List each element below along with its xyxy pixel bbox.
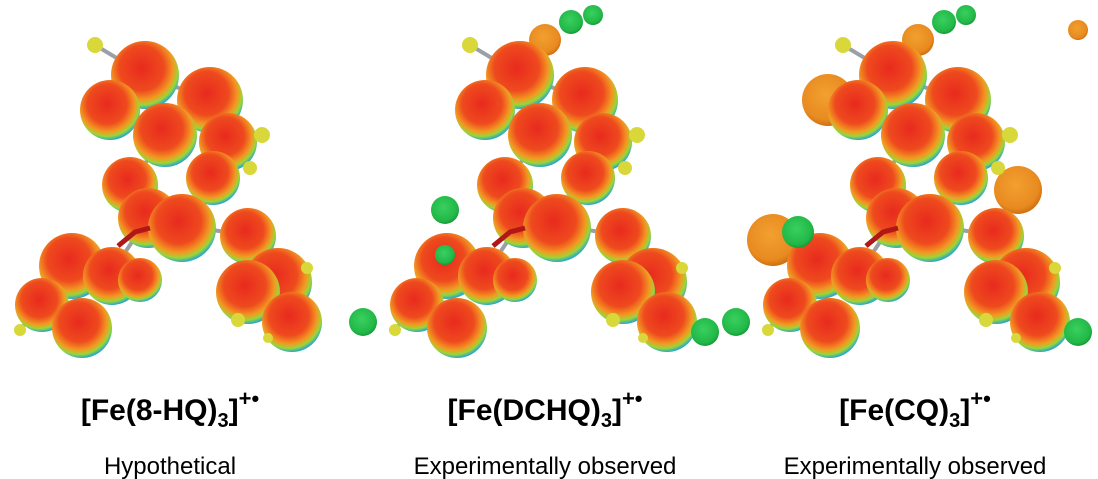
orbital-lobe — [881, 103, 945, 167]
caption: Experimentally observed — [784, 453, 1047, 479]
formula-main: [Fe(DCHQ) — [448, 394, 601, 427]
orbital-lobe — [133, 103, 197, 167]
hydrogen-lobe — [629, 127, 645, 143]
formula: [Fe(DCHQ)3]+• — [448, 386, 643, 432]
hydrogen-lobe — [301, 262, 313, 274]
orbital-lobe — [427, 298, 487, 358]
formula-main: [Fe(8-HQ) — [81, 394, 218, 427]
orbital-lobe — [896, 194, 964, 262]
orbital-renderings — [14, 5, 1092, 358]
formula-superscript: +• — [970, 386, 991, 411]
orbital-lobe — [800, 298, 860, 358]
orbital-lobe — [455, 80, 515, 140]
halogen-lobe — [932, 10, 956, 34]
formula-subscript: 3 — [217, 410, 228, 432]
formula-subscript: 3 — [949, 410, 960, 432]
hydrogen-lobe — [676, 262, 688, 274]
hydrogen-lobe — [991, 161, 1005, 175]
halogen-lobe — [956, 5, 976, 25]
formula-bracket: ] — [229, 394, 239, 427]
halogen-lobe — [691, 318, 719, 346]
hydrogen-lobe — [389, 324, 401, 336]
hydrogen-lobe — [462, 37, 478, 53]
molecule-rendering — [722, 5, 1092, 358]
hydrogen-lobe — [1002, 127, 1018, 143]
hydrogen-lobe — [979, 313, 993, 327]
orbital-lobe — [118, 258, 162, 302]
orbital-lobe — [828, 80, 888, 140]
orbital-lobe — [148, 194, 216, 262]
formula-bracket: ] — [960, 394, 970, 427]
caption: Hypothetical — [104, 453, 236, 479]
hydrogen-lobe — [243, 161, 257, 175]
hydrogen-lobe — [618, 161, 632, 175]
figure: [Fe(8-HQ)3]+•Hypothetical[Fe(DCHQ)3]+•Ex… — [0, 0, 1098, 479]
orbital-lobe — [508, 103, 572, 167]
hydrogen-lobe — [263, 333, 273, 343]
formula-main: [Fe(CQ) — [839, 394, 949, 427]
halogen-lobe — [583, 5, 603, 25]
hydrogen-lobe — [254, 127, 270, 143]
formula: [Fe(CQ)3]+• — [839, 386, 991, 432]
hydrogen-lobe — [1011, 333, 1021, 343]
orbital-lobe — [262, 292, 322, 352]
caption: Experimentally observed — [414, 453, 677, 479]
orbital-lobe — [493, 258, 537, 302]
halogen-lobe — [431, 196, 459, 224]
halogen-lobe — [1064, 318, 1092, 346]
hydrogen-lobe — [638, 333, 648, 343]
orbital-lobe — [80, 80, 140, 140]
halogen-lobe — [782, 216, 814, 248]
hydrogen-lobe — [606, 313, 620, 327]
formula-superscript: +• — [622, 386, 643, 411]
density-lobe — [1068, 20, 1088, 40]
molecule-rendering — [349, 5, 719, 358]
orbital-lobe — [866, 258, 910, 302]
orbital-lobe — [52, 298, 112, 358]
formula: [Fe(8-HQ)3]+• — [81, 386, 259, 432]
hydrogen-lobe — [835, 37, 851, 53]
halogen-lobe — [722, 308, 750, 336]
hydrogen-lobe — [14, 324, 26, 336]
orbital-lobe — [523, 194, 591, 262]
labels: [Fe(8-HQ)3]+•Hypothetical[Fe(DCHQ)3]+•Ex… — [81, 386, 1047, 479]
hydrogen-lobe — [231, 313, 245, 327]
hydrogen-lobe — [87, 37, 103, 53]
formula-subscript: 3 — [601, 410, 612, 432]
formula-superscript: +• — [239, 386, 260, 411]
hydrogen-lobe — [762, 324, 774, 336]
orbital-lobe — [1010, 292, 1070, 352]
formula-bracket: ] — [612, 394, 622, 427]
orbital-lobe — [637, 292, 697, 352]
halogen-lobe — [559, 10, 583, 34]
molecule-rendering — [14, 37, 322, 358]
halogen-lobe — [349, 308, 377, 336]
hydrogen-lobe — [1049, 262, 1061, 274]
halogen-lobe — [435, 245, 455, 265]
